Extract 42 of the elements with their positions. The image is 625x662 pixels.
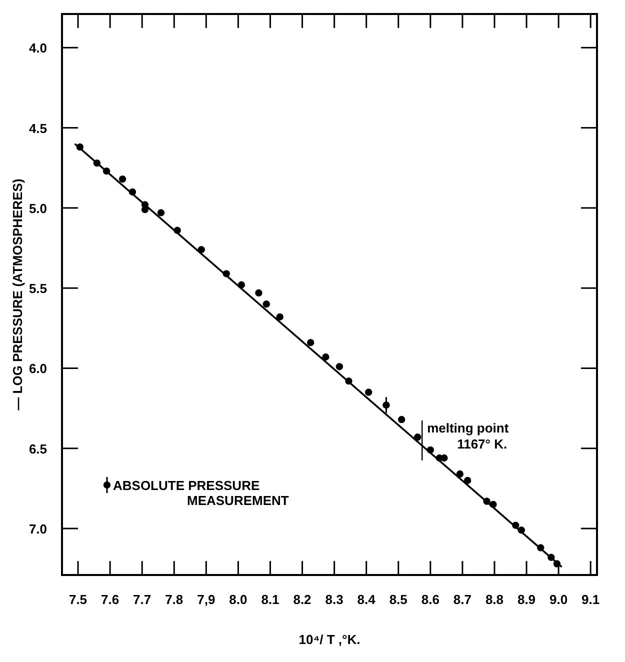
x-tick-label: 8.9 xyxy=(517,592,536,607)
x-tick-label: 8.4 xyxy=(357,592,376,607)
point xyxy=(262,300,270,308)
x-tick-label: 9.0 xyxy=(550,592,568,607)
y-axis-title: — LOG PRESSURE (ATMOSPHERES) xyxy=(10,178,25,410)
y-tick-label: 5.0 xyxy=(28,200,48,216)
x-tick-label: 8.0 xyxy=(229,592,248,607)
point xyxy=(382,401,390,409)
point xyxy=(276,313,284,321)
point xyxy=(364,388,372,396)
y-tick-label: 5.5 xyxy=(28,281,48,296)
annotation: melting point 1167° K. xyxy=(427,420,510,452)
point xyxy=(440,454,448,462)
x-tick-label: 7.7 xyxy=(133,592,152,607)
x-tick-label: 8.5 xyxy=(389,592,408,607)
point xyxy=(414,434,422,441)
x-axis-title: 10⁴/ T ,°K. xyxy=(298,632,360,647)
x-tick-label: 8.8 xyxy=(485,592,504,607)
x-tick-label: 8.1 xyxy=(261,592,280,607)
point xyxy=(118,175,126,183)
point xyxy=(398,416,406,424)
point xyxy=(307,338,314,346)
x-tick-label: 7.6 xyxy=(101,592,120,607)
x-tick-label: 8.3 xyxy=(325,592,344,607)
y-tick-label: 7.0 xyxy=(28,522,48,537)
y-tick-label: 6.5 xyxy=(28,441,48,456)
x-tick-label: 9.1 xyxy=(582,592,600,607)
point xyxy=(322,353,330,361)
x-tick-label: 7,9 xyxy=(197,592,216,607)
x-tick-label: 8.2 xyxy=(293,592,312,607)
x-tick-label: 8.7 xyxy=(453,592,472,607)
point xyxy=(336,363,344,370)
y-tick-label: 4.0 xyxy=(28,40,48,56)
x-tick-label: 8.6 xyxy=(421,592,440,607)
legend-label: ABSOLUTE PRESSURE MEASUREMENT xyxy=(113,478,289,508)
y-tick-label: 4.5 xyxy=(28,120,48,136)
point xyxy=(157,209,165,216)
point xyxy=(464,476,472,484)
y-tick-label: 6.0 xyxy=(28,361,48,376)
x-tick-label: 7.5 xyxy=(68,592,88,607)
point xyxy=(255,289,262,296)
x-tick-label: 7.8 xyxy=(165,592,184,607)
